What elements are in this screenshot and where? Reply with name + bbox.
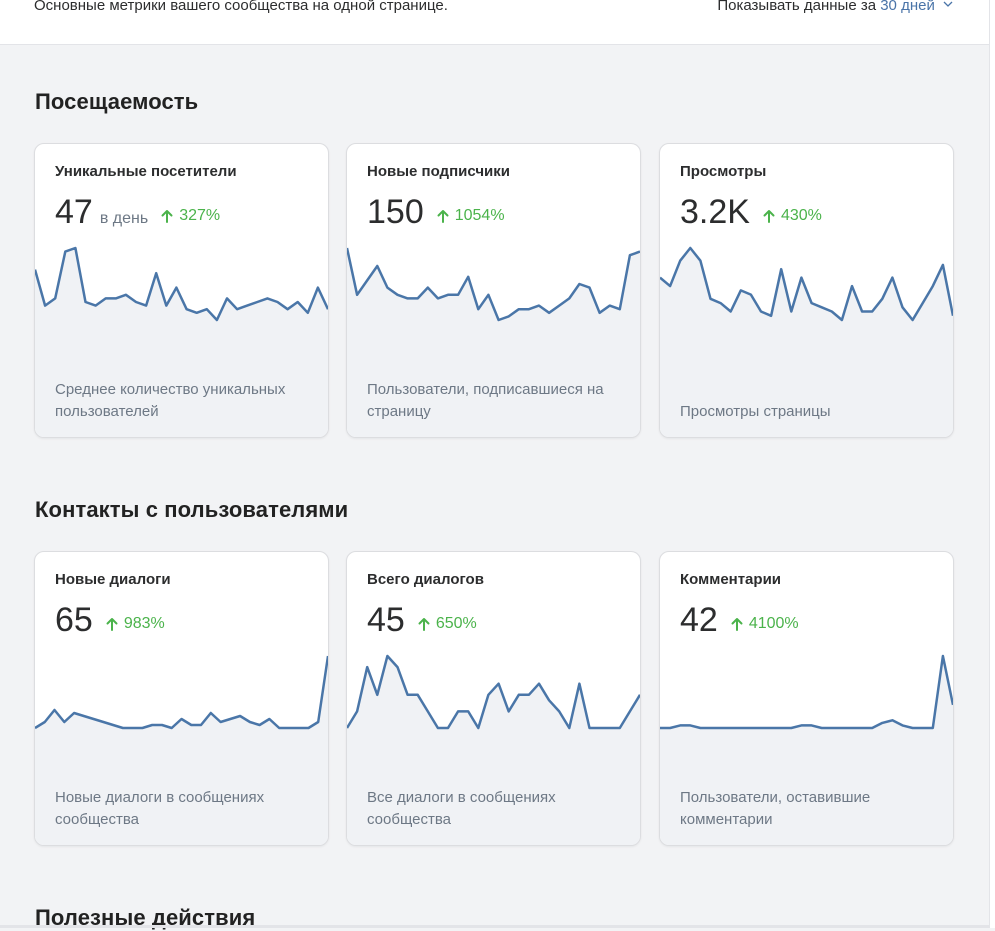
metric: 45 650% <box>367 600 477 640</box>
card-description: Все диалоги в сообщениях сообщества <box>367 789 556 828</box>
sparkline-line <box>660 246 953 322</box>
metric: 47 в день 327% <box>55 192 220 232</box>
sparkline-area <box>660 656 953 845</box>
metric-value: 65 <box>55 601 93 639</box>
sparkline-line <box>35 655 328 730</box>
arrow-up-icon <box>418 618 430 631</box>
top-bar: Основные метрики вашего сообщества на од… <box>0 0 990 45</box>
sparkline-chart <box>35 246 328 437</box>
sparkline-line <box>347 247 640 322</box>
card-title: Всего диалогов <box>367 571 484 588</box>
card-total-dialogs[interactable]: Всего диалогов 45 650% Все диалоги в соо… <box>346 551 641 846</box>
section-title-contacts: Контакты с пользователями <box>35 497 349 522</box>
growth-value: 1054% <box>454 207 505 224</box>
sparkline-chart <box>660 246 953 437</box>
card-description: Пользователи, оставившие комментарии <box>680 789 871 828</box>
metric: 3.2K 430% <box>680 192 822 232</box>
growth-value: 650% <box>435 615 477 632</box>
sparkline-chart <box>660 654 953 845</box>
metric-value: 47 <box>55 193 93 231</box>
sparkline-chart <box>347 247 640 437</box>
arrow-up-icon <box>763 210 775 223</box>
card-unique-visitors[interactable]: Уникальные посетители 47 в день 327% Сре… <box>34 143 329 438</box>
growth-badge: 1054% <box>437 207 505 225</box>
card-comments[interactable]: Комментарии 42 4100% Пользователи, остав… <box>659 551 954 846</box>
card-title: Новые подписчики <box>367 163 510 180</box>
card-views[interactable]: Просмотры 3.2K 430% Просмотры страницы <box>659 143 954 438</box>
page-description: Основные метрики вашего сообщества на од… <box>34 0 448 14</box>
metric-value: 3.2K <box>680 193 750 231</box>
growth-value: 430% <box>780 207 822 224</box>
sparkline-line <box>35 246 328 322</box>
sparkline-area <box>660 248 953 437</box>
bottom-edge <box>0 925 990 928</box>
card-new-dialogs[interactable]: Новые диалоги 65 983% Новые диалоги в со… <box>34 551 329 846</box>
metric: 150 1054% <box>367 192 505 232</box>
card-title: Новые диалоги <box>55 571 171 588</box>
growth-badge: 983% <box>106 615 165 633</box>
sparkline-chart <box>35 655 328 845</box>
arrow-up-icon <box>731 618 743 631</box>
scrollbar[interactable] <box>989 0 995 928</box>
sparkline-chart <box>347 654 640 845</box>
growth-badge: 650% <box>418 615 477 633</box>
metric-value: 150 <box>367 193 424 231</box>
arrow-up-icon <box>161 210 173 223</box>
sparkline-area <box>347 248 640 437</box>
growth-badge: 4100% <box>731 615 799 633</box>
card-description: Новые диалоги в сообщениях сообщества <box>55 789 265 828</box>
chevron-down-icon <box>943 1 953 7</box>
metric: 65 983% <box>55 600 165 640</box>
arrow-up-icon <box>106 618 118 631</box>
growth-badge: 327% <box>161 207 220 225</box>
card-description: Среднее количество уникальных пользовате… <box>55 381 286 420</box>
period-prefix: Показывать данные за <box>717 0 877 14</box>
arrow-up-icon <box>437 210 449 223</box>
card-title: Просмотры <box>680 163 767 180</box>
metric-value: 42 <box>680 601 718 639</box>
growth-value: 983% <box>123 615 165 632</box>
card-description: Пользователи, подписавшиеся на страницу <box>367 381 604 420</box>
card-description: Просмотры страницы <box>680 403 831 420</box>
card-title: Комментарии <box>680 571 782 588</box>
metric-unit: в день <box>99 210 149 227</box>
sparkline-area <box>35 248 328 437</box>
section-title-attendance: Посещаемость <box>35 89 199 114</box>
period-value[interactable]: 30 дней <box>880 0 935 14</box>
sparkline-line <box>347 654 640 730</box>
sparkline-area <box>35 656 328 845</box>
sparkline-area <box>347 656 640 845</box>
metric: 42 4100% <box>680 600 799 640</box>
growth-value: 4100% <box>748 615 799 632</box>
period-selector[interactable]: Показывать данные за 30 дней <box>717 0 953 14</box>
metric-value: 45 <box>367 601 405 639</box>
card-title: Уникальные посетители <box>55 163 237 180</box>
growth-badge: 430% <box>763 207 822 225</box>
growth-value: 327% <box>179 207 221 224</box>
card-new-subscribers[interactable]: Новые подписчики 150 1054% Пользователи,… <box>346 143 641 438</box>
sparkline-line <box>660 654 953 730</box>
